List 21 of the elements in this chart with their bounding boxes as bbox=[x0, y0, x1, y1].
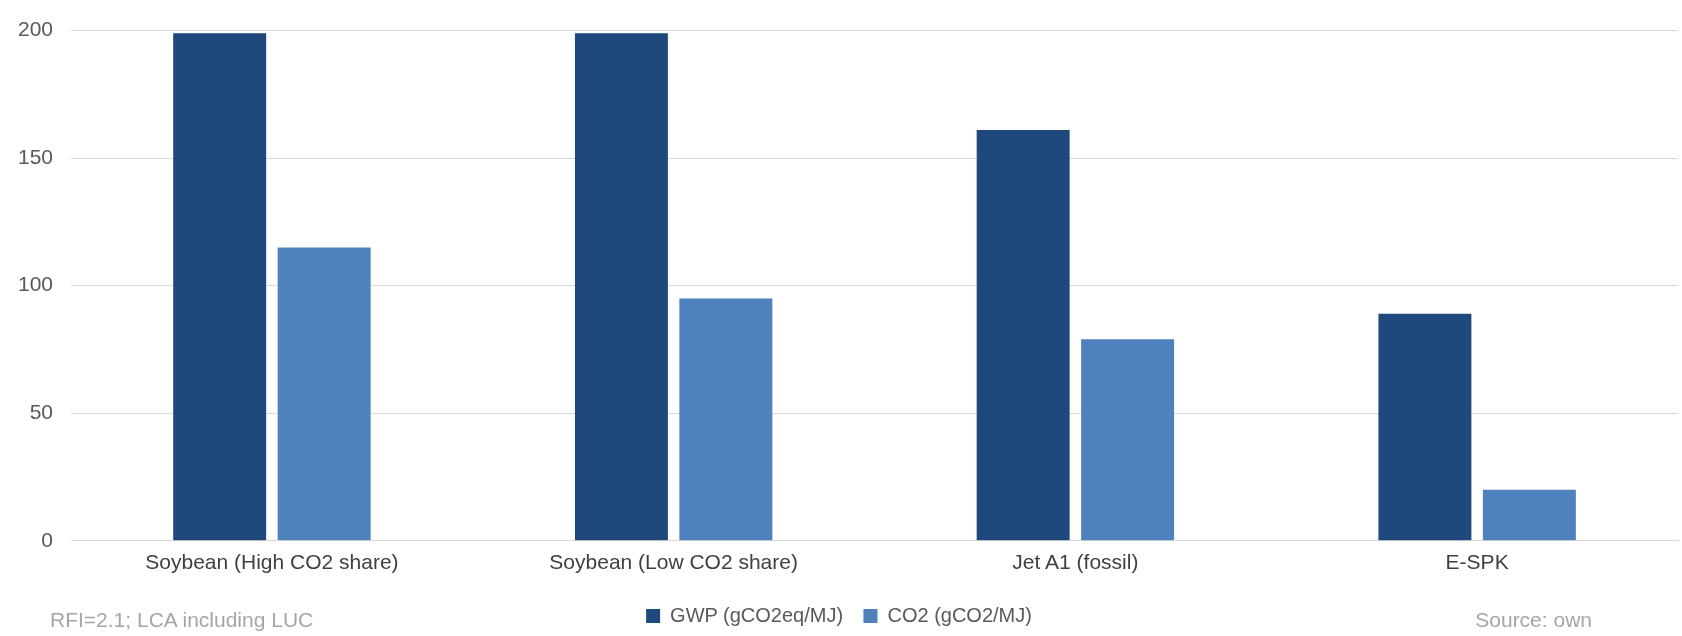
legend-label: CO2 (gCO2/MJ) bbox=[887, 603, 1032, 626]
bar bbox=[1482, 489, 1576, 541]
legend-label: GWP (gCO2eq/MJ) bbox=[670, 603, 844, 626]
bar bbox=[277, 247, 371, 541]
bar bbox=[1081, 339, 1175, 541]
source-note: Source: own bbox=[1475, 608, 1592, 632]
bar bbox=[574, 33, 668, 541]
text: RFI=2.1; LCA including LUC bbox=[50, 608, 314, 632]
x-tick-label: Soybean (Low CO2 share) bbox=[549, 550, 798, 574]
x-tick-label: Jet A1 (fossil) bbox=[1012, 550, 1139, 574]
bar bbox=[679, 298, 773, 541]
bar bbox=[1378, 313, 1472, 541]
y-tick-label: 0 bbox=[41, 527, 54, 551]
bar bbox=[173, 33, 267, 541]
y-tick-label: 100 bbox=[17, 272, 54, 296]
bar bbox=[976, 130, 1070, 541]
y-tick-label: 50 bbox=[29, 400, 54, 424]
y-tick-label: 150 bbox=[17, 144, 54, 168]
x-tick-label: Soybean (High CO2 share) bbox=[145, 550, 399, 574]
x-tick-label: E-SPK bbox=[1445, 550, 1509, 574]
y-tick-label: 200 bbox=[17, 17, 54, 41]
